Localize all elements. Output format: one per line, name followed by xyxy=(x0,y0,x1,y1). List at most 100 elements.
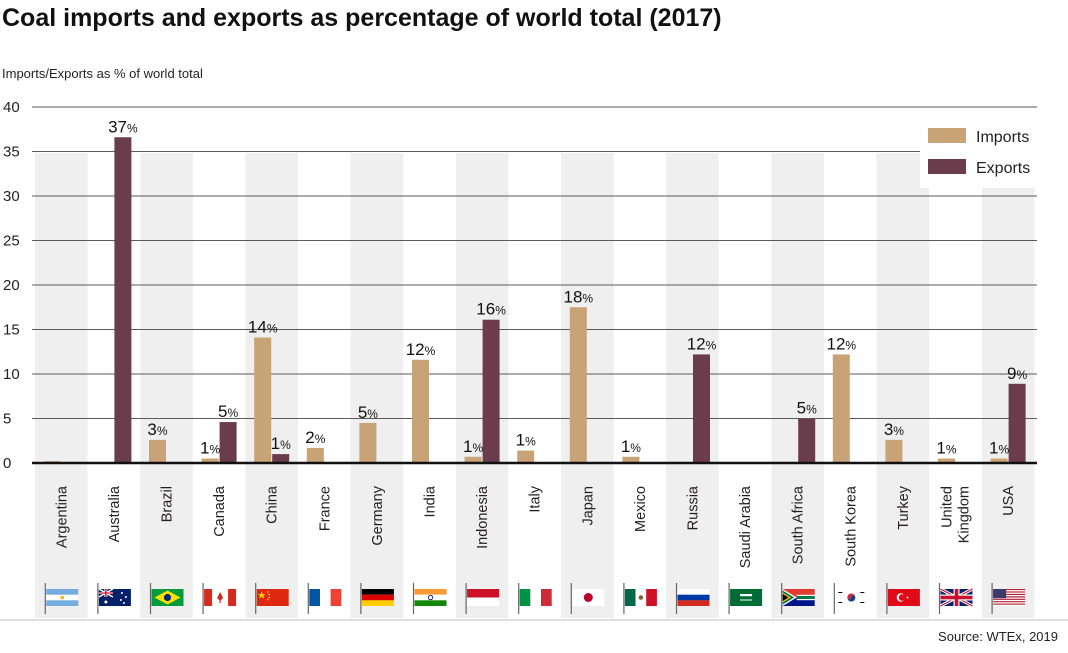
category-label-brazil: Brazil xyxy=(160,486,176,522)
category-label-france: France xyxy=(317,486,333,531)
argentina-flag-icon xyxy=(44,583,79,614)
value-label-imports-italy: 1% xyxy=(516,431,536,450)
value-label-exports-usa: 9% xyxy=(1007,364,1027,383)
bars xyxy=(32,137,1037,465)
canada-flag-icon xyxy=(202,583,237,614)
bar-imports-south-korea xyxy=(832,354,850,463)
category-label-china: China xyxy=(265,485,281,524)
category-label-germany: Germany xyxy=(370,485,386,545)
y-tick-5: 5 xyxy=(3,411,11,428)
russia-flag-icon xyxy=(675,583,710,614)
column-band-indonesia xyxy=(455,153,509,618)
legend-swatch-exports xyxy=(928,159,966,174)
bar-exports-russia xyxy=(693,354,710,463)
value-labels: 37% 3% 1% 5% 14% 1% 2% 5% 12% 1% 16% 1% 18% 1% 12% 5% 12… xyxy=(108,117,1027,457)
bar-imports-germany xyxy=(359,422,377,463)
category-label-turkey: Turkey xyxy=(896,485,912,530)
value-label-imports-indonesia: 1% xyxy=(463,437,483,456)
y-tick-10: 10 xyxy=(3,366,20,383)
y-tick-20: 20 xyxy=(3,277,20,294)
bar-imports-canada xyxy=(201,458,219,463)
category-label-usa: USA xyxy=(1001,486,1017,516)
value-label-exports-south-africa: 5% xyxy=(797,399,817,418)
value-label-imports-south-korea: 12% xyxy=(827,334,857,353)
turkey-flag-icon xyxy=(886,583,920,614)
category-labels: Argentina Australia Brazil Canada China Franc… xyxy=(54,485,1017,568)
value-label-imports-canada: 1% xyxy=(200,439,220,458)
value-label-imports-brazil: 3% xyxy=(147,420,167,439)
column-band-turkey xyxy=(876,153,930,618)
bar-imports-india xyxy=(412,359,429,463)
bar-exports-usa xyxy=(1008,383,1026,463)
bar-imports-italy xyxy=(517,450,535,463)
value-label-exports-australia: 37% xyxy=(108,117,138,136)
y-axis-label: Imports/Exports as % of world total xyxy=(2,66,203,81)
bar-exports-china xyxy=(272,454,290,463)
bar-imports-usa xyxy=(990,458,1008,463)
column-bands xyxy=(35,153,1035,618)
bar-imports-mexico xyxy=(622,456,640,463)
column-band-argentina xyxy=(35,153,88,618)
category-label-india: India xyxy=(423,485,439,517)
united-kingdom-flag-icon xyxy=(938,583,974,614)
bar-imports-brazil xyxy=(149,439,166,463)
mexico-flag-icon xyxy=(623,583,657,614)
y-tick-25: 25 xyxy=(3,233,20,250)
category-label-united-kingdom: UnitedKingdom xyxy=(940,486,973,543)
bar-imports-indonesia xyxy=(464,456,482,463)
category-label-russia: Russia xyxy=(686,485,702,530)
legend-label-imports: Imports xyxy=(976,129,1029,146)
saudi-arabia-flag-icon xyxy=(728,583,763,614)
y-tick-0: 0 xyxy=(3,455,11,472)
value-label-imports-usa: 1% xyxy=(989,439,1009,458)
value-label-imports-china: 14% xyxy=(248,318,278,337)
y-tick-15: 15 xyxy=(3,322,20,339)
column-band-brazil xyxy=(140,153,193,618)
bar-exports-canada xyxy=(219,422,237,463)
india-flag-icon xyxy=(412,583,447,614)
value-label-imports-turkey: 3% xyxy=(884,420,904,439)
value-label-exports-russia: 12% xyxy=(687,334,717,353)
indonesia-flag-icon xyxy=(465,583,500,614)
bar-imports-france xyxy=(306,447,324,463)
category-label-mexico: Mexico xyxy=(633,486,649,532)
value-label-exports-china: 1% xyxy=(271,434,291,453)
value-label-imports-india: 12% xyxy=(406,340,436,359)
australia-flag-icon xyxy=(97,583,131,614)
bar-exports-australia xyxy=(114,137,132,463)
value-label-imports-germany: 5% xyxy=(358,403,378,422)
source-note: Source: WTEx, 2019 xyxy=(938,629,1058,644)
china-flag-icon xyxy=(255,583,289,614)
category-label-australia: Australia xyxy=(107,485,123,542)
germany-flag-icon xyxy=(360,583,394,614)
flags xyxy=(44,583,1026,614)
value-label-exports-indonesia: 16% xyxy=(476,300,506,319)
value-label-imports-united-kingdom: 1% xyxy=(936,439,956,458)
bar-imports-china xyxy=(254,337,272,463)
value-label-imports-japan: 18% xyxy=(564,287,594,306)
gridlines xyxy=(32,106,1037,419)
category-label-argentina: Argentina xyxy=(54,485,70,548)
usa-flag-icon xyxy=(991,583,1026,614)
column-band-germany xyxy=(350,153,404,618)
y-tick-40: 40 xyxy=(3,99,20,116)
y-axis-ticks: 0 5 10 15 20 25 30 35 40 xyxy=(3,99,20,472)
y-tick-35: 35 xyxy=(3,144,20,161)
bar-exports-south-africa xyxy=(798,418,816,463)
column-band-china xyxy=(245,153,298,618)
category-label-saudi-arabia: Saudi Arabia xyxy=(738,485,754,568)
column-band-russia xyxy=(666,153,719,618)
category-label-south-africa: South Africa xyxy=(791,485,807,564)
legend-swatch-imports xyxy=(928,128,966,143)
category-label-canada: Canada xyxy=(212,485,228,537)
column-band-japan xyxy=(561,153,614,618)
bar-exports-indonesia xyxy=(482,319,500,463)
category-label-italy: Italy xyxy=(528,485,544,512)
south-africa-flag-icon xyxy=(781,583,815,614)
legend-label-exports: Exports xyxy=(976,160,1030,177)
category-label-south-korea: South Korea xyxy=(843,485,859,567)
bar-imports-united-kingdom xyxy=(938,458,955,463)
column-band-south-africa xyxy=(771,153,824,618)
